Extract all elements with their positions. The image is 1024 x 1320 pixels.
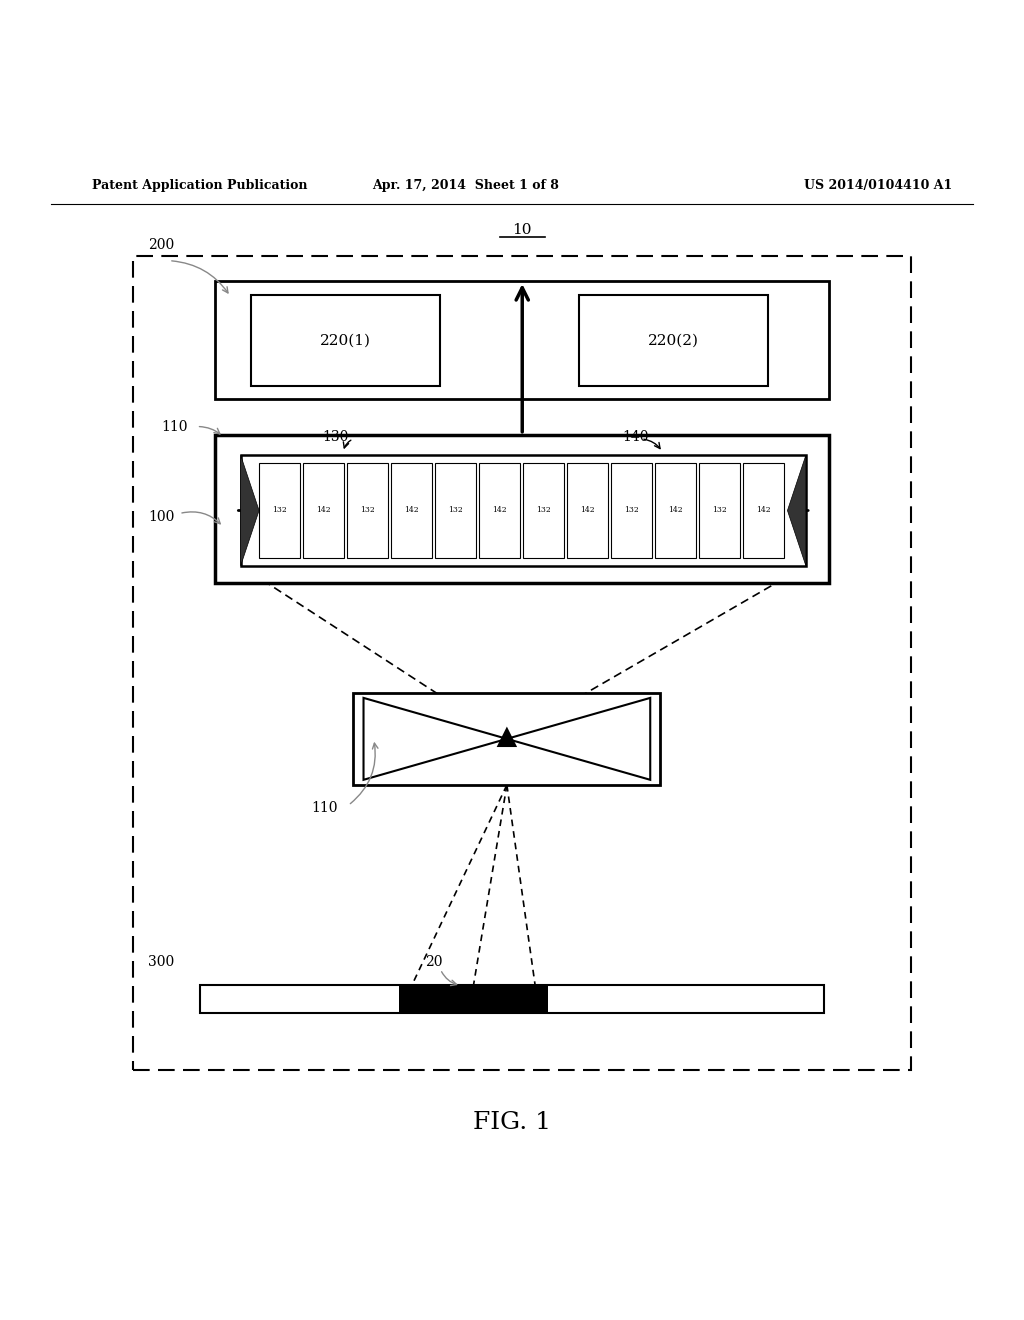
Bar [215, 434, 829, 583]
Bar [579, 296, 768, 385]
Bar [241, 455, 806, 566]
Text: 142: 142 [669, 507, 683, 515]
Bar [743, 463, 784, 557]
Text: 200: 200 [148, 239, 175, 252]
Polygon shape [364, 698, 507, 780]
Bar [655, 463, 696, 557]
Polygon shape [497, 726, 517, 747]
Bar [699, 463, 740, 557]
Text: 142: 142 [581, 507, 595, 515]
Text: 132: 132 [449, 507, 463, 515]
Text: Apr. 17, 2014  Sheet 1 of 8: Apr. 17, 2014 Sheet 1 of 8 [373, 180, 559, 193]
Polygon shape [241, 455, 259, 566]
Text: 220(2): 220(2) [648, 334, 698, 347]
Bar [391, 463, 432, 557]
Text: 142: 142 [757, 507, 771, 515]
Text: 142: 142 [316, 507, 331, 515]
Bar [567, 463, 608, 557]
Bar [353, 693, 660, 785]
Text: 130: 130 [323, 430, 349, 444]
Text: 132: 132 [537, 507, 551, 515]
Polygon shape [787, 455, 806, 566]
Polygon shape [507, 698, 650, 780]
Bar [259, 463, 300, 557]
Text: US 2014/0104410 A1: US 2014/0104410 A1 [804, 180, 952, 193]
Text: 132: 132 [713, 507, 727, 515]
Text: 140: 140 [623, 430, 649, 444]
Text: FIG. 1: FIG. 1 [473, 1111, 551, 1134]
Bar [435, 463, 476, 557]
Text: 100: 100 [148, 510, 175, 524]
Bar [251, 296, 440, 385]
Text: 110: 110 [311, 801, 338, 816]
Bar [133, 256, 911, 1069]
Bar [200, 985, 824, 1014]
Text: 142: 142 [493, 507, 507, 515]
Text: 220(1): 220(1) [321, 334, 371, 347]
Text: 132: 132 [272, 507, 287, 515]
Bar [215, 281, 829, 399]
Text: 132: 132 [360, 507, 375, 515]
Bar [479, 463, 520, 557]
Text: 10: 10 [512, 223, 532, 238]
Bar [523, 463, 564, 557]
Bar [303, 463, 344, 557]
Bar [347, 463, 388, 557]
Text: 132: 132 [625, 507, 639, 515]
Text: 300: 300 [148, 956, 175, 969]
Text: 110: 110 [162, 420, 188, 433]
Bar [399, 985, 548, 1014]
Bar [611, 463, 652, 557]
Text: Patent Application Publication: Patent Application Publication [92, 180, 307, 193]
Text: 20: 20 [425, 956, 442, 969]
Text: 142: 142 [404, 507, 419, 515]
